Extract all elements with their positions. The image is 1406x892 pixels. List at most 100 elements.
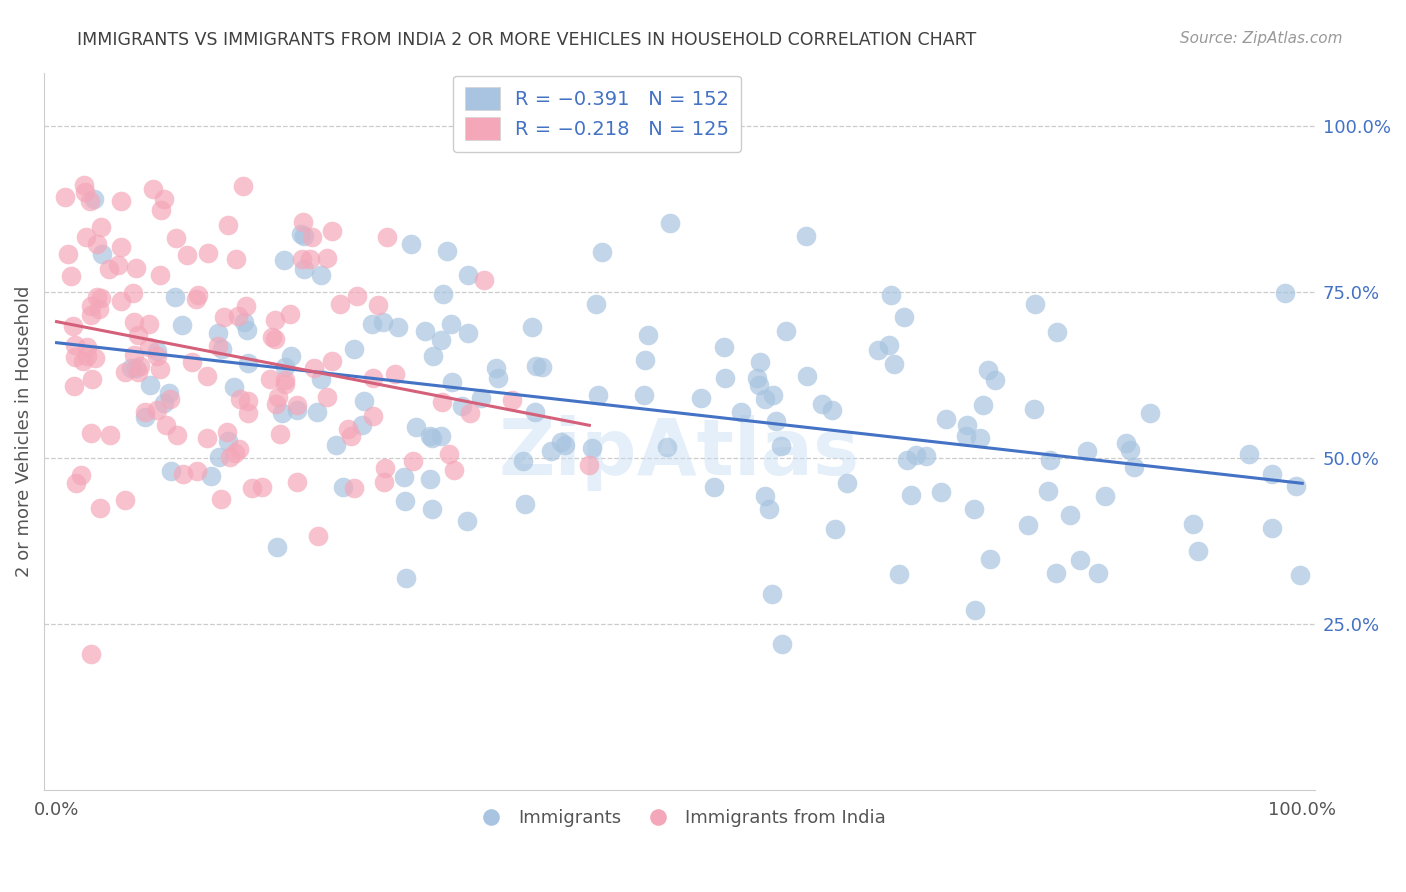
Point bbox=[440, 375, 463, 389]
Point bbox=[166, 428, 188, 442]
Point bbox=[236, 356, 259, 370]
Point bbox=[212, 310, 235, 324]
Point bbox=[392, 470, 415, 484]
Point bbox=[62, 319, 84, 334]
Point bbox=[1069, 553, 1091, 567]
Point bbox=[761, 586, 783, 600]
Point bbox=[758, 502, 780, 516]
Point bbox=[963, 502, 986, 516]
Point bbox=[292, 228, 315, 243]
Point bbox=[591, 245, 613, 260]
Point bbox=[80, 299, 103, 313]
Point bbox=[375, 229, 398, 244]
Point bbox=[278, 307, 301, 321]
Point bbox=[89, 501, 111, 516]
Point bbox=[436, 244, 458, 259]
Point bbox=[304, 360, 326, 375]
Point bbox=[240, 481, 263, 495]
Point bbox=[443, 463, 465, 477]
Point bbox=[309, 372, 332, 386]
Point bbox=[90, 247, 112, 261]
Point bbox=[65, 475, 87, 490]
Point bbox=[72, 353, 94, 368]
Point bbox=[877, 337, 900, 351]
Point bbox=[931, 485, 953, 500]
Point bbox=[76, 340, 98, 354]
Point bbox=[58, 246, 80, 260]
Point bbox=[80, 308, 103, 322]
Point bbox=[155, 418, 177, 433]
Point bbox=[343, 481, 366, 495]
Point bbox=[762, 388, 785, 402]
Point bbox=[893, 310, 915, 324]
Point bbox=[285, 475, 308, 490]
Point bbox=[969, 432, 991, 446]
Point bbox=[754, 392, 776, 407]
Point bbox=[955, 428, 977, 442]
Point bbox=[520, 319, 543, 334]
Point bbox=[1274, 286, 1296, 301]
Point bbox=[232, 178, 254, 193]
Point bbox=[332, 481, 354, 495]
Point bbox=[1115, 436, 1137, 450]
Point bbox=[637, 327, 659, 342]
Point bbox=[880, 287, 903, 301]
Point bbox=[228, 442, 250, 457]
Point bbox=[59, 269, 82, 284]
Point bbox=[900, 487, 922, 501]
Point bbox=[820, 402, 842, 417]
Point bbox=[394, 571, 416, 585]
Point bbox=[291, 252, 314, 267]
Point bbox=[430, 333, 453, 347]
Text: ZipAtlas: ZipAtlas bbox=[499, 415, 860, 491]
Point bbox=[211, 342, 233, 356]
Point bbox=[98, 428, 121, 442]
Point bbox=[422, 349, 444, 363]
Point bbox=[450, 399, 472, 413]
Point bbox=[97, 262, 120, 277]
Point bbox=[86, 236, 108, 251]
Point bbox=[1237, 447, 1260, 461]
Point bbox=[309, 268, 332, 282]
Point bbox=[83, 192, 105, 206]
Point bbox=[470, 391, 492, 405]
Point bbox=[361, 409, 384, 423]
Point bbox=[979, 552, 1001, 566]
Point bbox=[172, 467, 194, 481]
Point bbox=[292, 261, 315, 276]
Point bbox=[75, 230, 97, 244]
Point bbox=[307, 405, 329, 419]
Point bbox=[866, 343, 889, 357]
Point bbox=[765, 414, 787, 428]
Point bbox=[86, 290, 108, 304]
Point bbox=[207, 326, 229, 340]
Point bbox=[110, 294, 132, 309]
Point bbox=[53, 190, 76, 204]
Point bbox=[371, 315, 394, 329]
Point bbox=[63, 350, 86, 364]
Point bbox=[290, 227, 312, 242]
Point bbox=[984, 373, 1007, 387]
Point bbox=[184, 292, 207, 306]
Point bbox=[515, 497, 537, 511]
Point bbox=[186, 464, 208, 478]
Point bbox=[217, 219, 239, 233]
Point bbox=[713, 340, 735, 354]
Point bbox=[110, 194, 132, 208]
Point bbox=[585, 297, 607, 311]
Point bbox=[1118, 442, 1140, 457]
Point bbox=[501, 392, 523, 407]
Point bbox=[114, 492, 136, 507]
Point bbox=[824, 522, 846, 536]
Point bbox=[524, 359, 547, 374]
Point bbox=[1024, 297, 1046, 311]
Point bbox=[1059, 508, 1081, 522]
Point bbox=[769, 439, 792, 453]
Point bbox=[550, 434, 572, 449]
Point bbox=[80, 372, 103, 386]
Point bbox=[236, 394, 259, 409]
Point bbox=[745, 371, 768, 385]
Point bbox=[218, 450, 240, 465]
Point bbox=[714, 371, 737, 385]
Point bbox=[287, 403, 309, 417]
